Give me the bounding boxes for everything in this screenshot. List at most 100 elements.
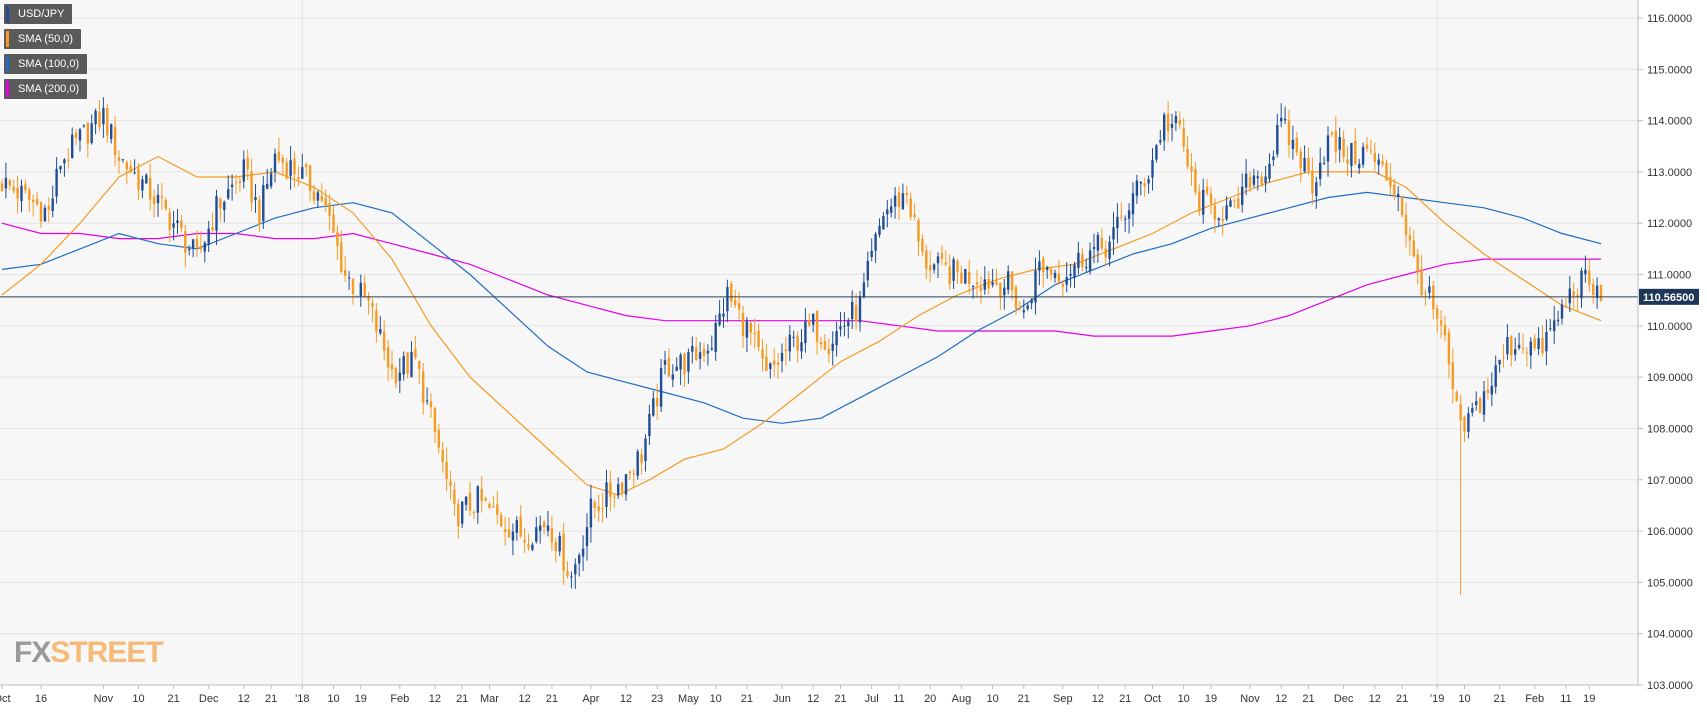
candle-body <box>429 401 433 408</box>
candle-body <box>1490 385 1493 395</box>
y-tick-label: 116.0000 <box>1647 13 1692 25</box>
candle-body <box>617 484 620 496</box>
candle-body <box>531 544 534 550</box>
x-tick-label: Nov <box>94 693 114 705</box>
candle-body <box>43 207 47 222</box>
legend: USD/JPY SMA (50,0) SMA (100,0) SMA (200,0) <box>4 4 88 104</box>
candle-body <box>890 206 893 213</box>
candle-body <box>383 331 386 351</box>
candle-body <box>1549 328 1552 330</box>
candle-body <box>1416 254 1419 272</box>
candle-body <box>663 360 667 365</box>
candle-body <box>1010 271 1014 291</box>
y-tick-label: 104.0000 <box>1647 629 1693 641</box>
candle-body <box>815 310 819 342</box>
candle-body <box>1529 341 1532 356</box>
candle-body <box>160 196 164 198</box>
candle-body <box>20 185 23 201</box>
legend-item[interactable]: USD/JPY <box>4 4 73 24</box>
candle-body <box>500 514 503 527</box>
candle-body <box>492 506 495 508</box>
candle-body <box>1163 114 1166 141</box>
candle-body <box>640 454 643 463</box>
candle-body <box>909 198 912 218</box>
candle-body <box>648 413 651 437</box>
x-tick-label: 19 <box>1583 693 1595 705</box>
x-tick-label: 10 <box>327 693 339 705</box>
candle-body <box>94 110 97 125</box>
candle-body <box>901 193 905 210</box>
candle-body <box>1034 270 1037 303</box>
candle-body <box>854 304 858 321</box>
candle-body <box>242 159 245 182</box>
candle-body <box>753 332 756 335</box>
candle-body <box>542 521 546 528</box>
candle-body <box>1014 287 1018 309</box>
candle-body <box>1085 266 1088 269</box>
candle-body <box>39 201 43 222</box>
candle-body <box>714 322 717 352</box>
candle-body <box>1116 216 1119 229</box>
candle-body <box>168 212 171 230</box>
candle-body <box>1408 235 1412 241</box>
candle-body <box>1533 338 1536 349</box>
candle-body <box>1198 191 1201 212</box>
candle-body <box>734 299 737 306</box>
candle-body <box>1256 176 1259 179</box>
candle-body <box>219 198 222 209</box>
candle-body <box>1400 195 1404 216</box>
y-tick-label: 110.0000 <box>1647 321 1692 333</box>
legend-item[interactable]: SMA (200,0) <box>4 79 88 99</box>
candle-body <box>1225 205 1228 220</box>
candle-body <box>476 486 479 513</box>
candle-body <box>870 251 873 258</box>
x-tick-label: '19 <box>1430 693 1444 705</box>
candle-body <box>905 192 908 196</box>
candle-body <box>125 162 128 170</box>
x-tick-label: 12 <box>1369 693 1381 705</box>
candle-body <box>1170 123 1174 128</box>
candle-body <box>624 474 628 495</box>
legend-item[interactable]: SMA (100,0) <box>4 54 88 74</box>
candle-body <box>511 531 515 541</box>
legend-item[interactable]: SMA (50,0) <box>4 29 82 49</box>
candle-body <box>952 259 955 281</box>
candle-body <box>172 223 175 228</box>
candle-body <box>78 129 82 141</box>
candle-body <box>1022 310 1025 313</box>
candle-body <box>207 228 210 246</box>
candle-body <box>570 576 573 578</box>
candle-body <box>609 481 612 497</box>
candle-body <box>971 285 975 287</box>
candle-body <box>1030 299 1033 304</box>
last-price-box <box>1639 288 1699 305</box>
candle-body <box>1502 357 1505 359</box>
candle-body <box>32 200 35 203</box>
candle-body <box>613 496 616 498</box>
candle-body <box>792 336 795 338</box>
candle-body <box>445 461 448 479</box>
candle-body <box>1190 166 1193 172</box>
candle-body <box>1572 291 1575 296</box>
candle-body <box>285 162 288 179</box>
candle-body <box>1428 286 1431 293</box>
candle-body <box>1229 200 1232 207</box>
candle-body <box>1127 210 1131 219</box>
candle-body <box>1334 130 1337 152</box>
candle-body <box>176 220 179 223</box>
candle-body <box>574 564 577 575</box>
x-axis: Oct 16 Nov 10 21 Dec 12 21 '18 10 19 Feb 12 21 Mar 12 21… <box>0 685 1595 705</box>
candle-body <box>1166 113 1170 132</box>
candle-body <box>1287 120 1291 146</box>
candle-body <box>453 489 456 504</box>
candle-body <box>866 260 869 281</box>
candle-body <box>106 108 109 136</box>
candle-body <box>47 205 50 210</box>
candle-body <box>1599 285 1603 301</box>
candle-body <box>1486 389 1490 393</box>
candle-body <box>375 310 378 332</box>
candle-body <box>1358 164 1361 169</box>
candle-body <box>246 157 249 170</box>
candle-body <box>874 234 877 251</box>
